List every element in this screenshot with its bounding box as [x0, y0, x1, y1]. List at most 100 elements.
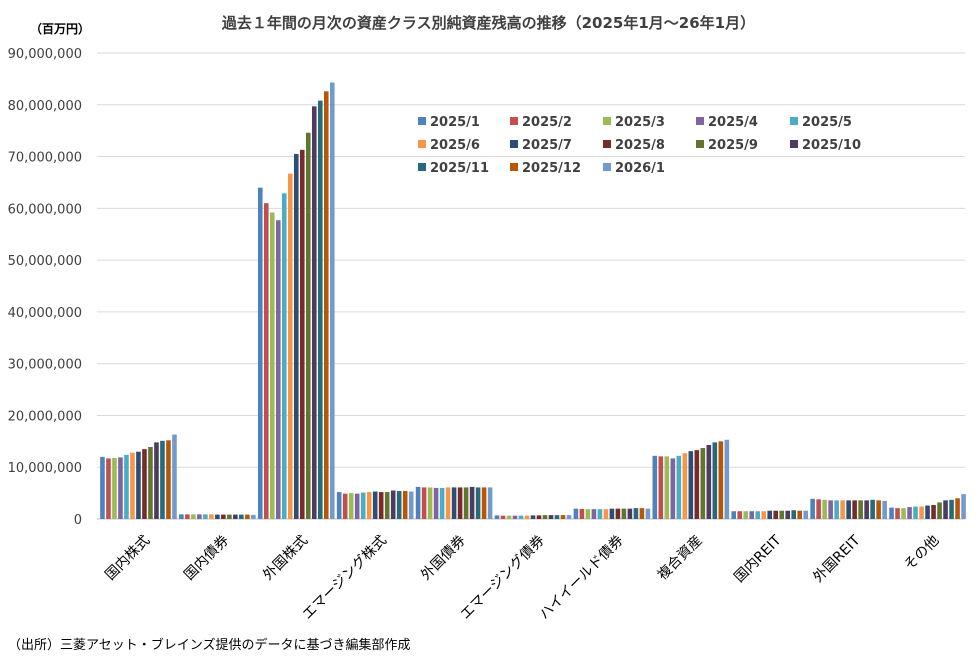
bar-2025/11 — [870, 499, 875, 519]
bar-2025/11 — [712, 442, 718, 519]
bar-2025/12 — [955, 498, 960, 519]
bar-2025/9 — [148, 447, 153, 519]
bar-2025/1 — [652, 455, 658, 519]
bar-2025/2 — [263, 203, 269, 519]
bar-2025/1 — [100, 456, 105, 519]
bar-2026/1 — [961, 494, 966, 519]
bar-2025/12 — [166, 440, 171, 519]
bar-2025/6 — [840, 500, 845, 519]
bar-2025/1 — [494, 515, 500, 519]
x-tick-label: 国内株式 — [102, 533, 153, 584]
bar-2025/4 — [354, 493, 360, 519]
bar-2025/12 — [797, 510, 803, 519]
bar-2025/1 — [179, 514, 184, 519]
bar-2025/10 — [943, 500, 948, 519]
bar-2026/1 — [329, 82, 335, 519]
bar-2025/7 — [688, 451, 694, 519]
bar-2025/1 — [257, 187, 263, 519]
bar-2025/3 — [112, 457, 117, 519]
bar-2025/3 — [191, 514, 196, 519]
bar-2025/1 — [810, 498, 815, 519]
bar-2025/11 — [633, 508, 639, 519]
legend-label: 2026/1 — [615, 161, 665, 176]
legend-label: 2025/4 — [708, 115, 758, 130]
bar-2025/5 — [597, 509, 603, 519]
bar-2025/1 — [889, 507, 894, 519]
x-tick-label: 複合資産 — [654, 532, 706, 584]
bar-2026/1 — [882, 500, 887, 519]
bar-2025/7 — [846, 500, 851, 519]
bar-2025/1 — [336, 492, 342, 519]
bar-2025/8 — [299, 149, 305, 519]
bar-2025/4 — [670, 458, 676, 519]
bar-2025/7 — [925, 505, 930, 519]
legend-swatch — [790, 140, 798, 148]
x-tick-label: 外国債券 — [418, 533, 469, 584]
bar-2025/12 — [245, 514, 250, 519]
legend-swatch — [603, 117, 611, 125]
bar-2025/4 — [749, 511, 755, 519]
bar-2026/1 — [645, 508, 651, 519]
source-note: （出所）三菱アセット・ブレインズ提供のデータに基づき編集部作成 — [8, 638, 411, 653]
bar-2025/6 — [603, 509, 609, 519]
bar-2025/8 — [378, 492, 384, 519]
legend-swatch — [603, 140, 611, 148]
bar-2025/9 — [700, 448, 706, 519]
legend-label: 2025/1 — [430, 115, 480, 130]
bar-2025/8 — [931, 505, 936, 519]
bar-2025/5 — [281, 193, 287, 519]
bar-2025/6 — [919, 506, 924, 519]
bar-2025/9 — [779, 510, 785, 519]
bar-2025/10 — [233, 514, 238, 519]
bar-2025/9 — [305, 132, 311, 519]
bar-2025/12 — [402, 491, 408, 519]
bar-2025/12 — [639, 508, 645, 519]
legend-swatch — [696, 117, 704, 125]
legend-label: 2025/5 — [802, 115, 852, 130]
bar-2025/11 — [554, 515, 560, 519]
bar-2025/3 — [743, 511, 749, 519]
x-tick-label: その他 — [901, 533, 942, 574]
legend-swatch — [418, 163, 426, 171]
bar-2025/4 — [118, 457, 123, 519]
bar-2025/3 — [427, 487, 433, 519]
bar-2025/3 — [664, 456, 670, 519]
bar-2025/5 — [834, 500, 839, 519]
bar-2026/1 — [172, 434, 177, 519]
legend-swatch — [696, 140, 704, 148]
bar-2025/9 — [858, 500, 863, 519]
bar-2025/12 — [718, 441, 724, 519]
bar-2026/1 — [803, 510, 809, 519]
legend-label: 2025/3 — [615, 115, 665, 130]
y-tick-label: 20,000,000 — [8, 409, 82, 424]
bar-2025/1 — [415, 486, 421, 519]
legend-label: 2025/9 — [708, 138, 758, 153]
y-tick-label: 90,000,000 — [8, 47, 82, 62]
bar-2025/8 — [536, 515, 542, 519]
bar-2025/2 — [185, 514, 190, 519]
y-tick-label: 80,000,000 — [8, 99, 82, 114]
legend-swatch — [510, 163, 518, 171]
legend-swatch — [790, 117, 798, 125]
legend-label: 2025/11 — [430, 161, 489, 176]
bar-2025/7 — [372, 491, 378, 519]
bar-2025/9 — [463, 487, 469, 519]
legend-swatch — [418, 140, 426, 148]
bar-2026/1 — [487, 487, 493, 519]
bar-2025/4 — [433, 487, 439, 519]
legend: 2025/1 2025/2 2025/3 2025/4 2025/5 2025/6 2025… — [418, 115, 861, 176]
bar-2025/2 — [816, 499, 821, 519]
bar-2025/5 — [755, 511, 761, 519]
y-tick-label: 10,000,000 — [8, 461, 82, 476]
bar-2025/3 — [506, 515, 512, 519]
bar-2025/8 — [615, 508, 621, 519]
legend-swatch — [418, 117, 426, 125]
legend-label: 2025/2 — [522, 115, 572, 130]
bar-2025/4 — [828, 500, 833, 519]
bar-2025/3 — [901, 508, 906, 519]
bar-2026/1 — [408, 491, 414, 519]
bar-2025/6 — [287, 173, 293, 520]
y-tick-label: 70,000,000 — [8, 151, 82, 166]
bar-2025/9 — [227, 514, 232, 519]
bar-2025/10 — [864, 500, 869, 519]
